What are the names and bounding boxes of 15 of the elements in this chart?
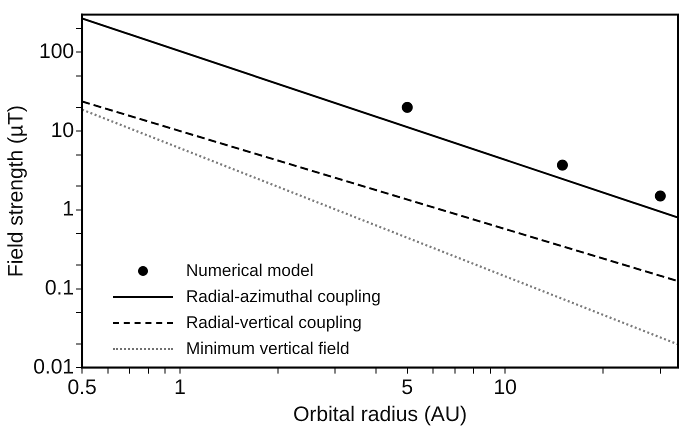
legend-label: Minimum vertical field <box>186 338 350 360</box>
x-tick-label: 5 <box>401 376 414 399</box>
legend-label: Numerical model <box>186 260 314 282</box>
y-tick-label: 1 <box>62 198 74 221</box>
x-tick-label: 0.5 <box>67 376 97 399</box>
x-tick-label: 1 <box>174 376 186 399</box>
y-tick-label: 0.1 <box>44 276 74 300</box>
y-tick-label: 0.01 <box>33 355 74 378</box>
legend-label: Radial-vertical coupling <box>186 312 362 334</box>
y-axis-title: Field strength (µT) <box>4 105 28 278</box>
legend-label: Radial-azimuthal coupling <box>186 286 381 308</box>
y-tick-label: 100 <box>39 40 74 64</box>
y-tick-label: 10 <box>50 118 74 142</box>
x-tick-label: 10 <box>493 376 517 399</box>
x-axis-title: Orbital radius (AU) <box>293 403 467 426</box>
